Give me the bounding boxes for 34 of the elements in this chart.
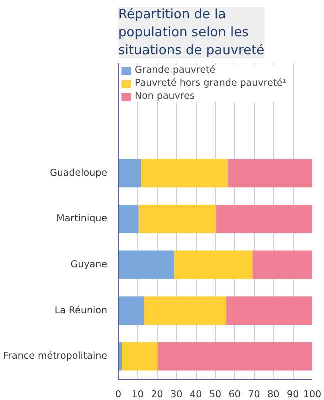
x-tick-label: 20 [151, 390, 164, 400]
x-tick-label: 30 [170, 390, 183, 400]
bar [174, 250, 253, 280]
bar [216, 205, 312, 234]
bar [141, 159, 228, 188]
x-tick-label: 10 [132, 390, 144, 400]
y-tick-label: France métropolitaine [3, 351, 108, 362]
bar [138, 205, 216, 234]
y-tick-label: Guyane [70, 260, 108, 271]
legend-label: Grande pauvreté [135, 65, 216, 76]
bar [228, 159, 312, 188]
legend-label: Pauvreté hors grande pauvreté¹ [135, 78, 287, 89]
bar [118, 159, 142, 188]
x-tick-label: 90 [287, 390, 300, 400]
bar [122, 342, 158, 371]
bar [118, 250, 174, 280]
x-tick-label: 100 [303, 390, 322, 400]
x-tick-label: 80 [268, 390, 280, 400]
y-tick-label: Martinique [56, 214, 108, 225]
bar [118, 205, 139, 234]
x-tick-label: 40 [190, 390, 202, 400]
x-tick-label: 70 [248, 390, 260, 400]
y-tick-label: Guadeloupe [50, 168, 108, 179]
bar [252, 250, 312, 280]
y-tick-label: La Réunion [54, 305, 108, 316]
chart-title: Répartition de la population selon les situations de pauvreté [118, 8, 265, 58]
x-tick-label: 0 [115, 390, 122, 400]
bar [226, 296, 312, 325]
bar [118, 296, 144, 325]
bar [144, 296, 226, 325]
bar [158, 342, 312, 371]
legend-label: Non pauvres [135, 91, 195, 102]
x-tick-label: 60 [228, 390, 241, 400]
x-tick-label: 50 [209, 390, 222, 400]
